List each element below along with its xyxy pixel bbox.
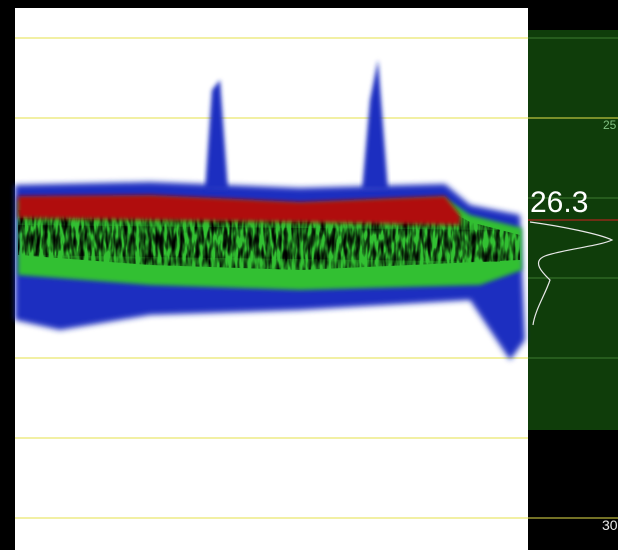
panel-top xyxy=(528,8,618,30)
scale-label: 25 xyxy=(603,118,617,132)
echogram-screen: 26.3 25 30 xyxy=(0,0,618,550)
signal-panel xyxy=(528,30,618,430)
depth-readout: 26.3 xyxy=(530,186,588,219)
page: 26.3 25 30 (() => { const data = JSON.pa… xyxy=(0,0,618,550)
scale-label: 30 xyxy=(602,517,618,533)
